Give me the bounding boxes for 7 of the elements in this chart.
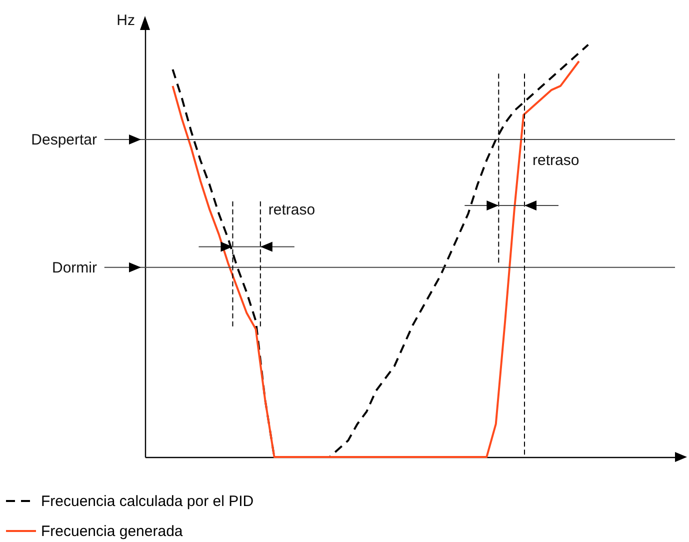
annotation: retraso — [268, 202, 316, 219]
ref-line-label: Dormir — [52, 259, 97, 276]
y-axis-title: Hz — [116, 12, 135, 29]
ref-line-label: Despertar — [31, 132, 98, 149]
annotation: retraso — [532, 152, 580, 170]
legend-label: Frecuencia generada — [41, 523, 184, 540]
legend-label: Frecuencia calculada por el PID — [41, 493, 254, 510]
